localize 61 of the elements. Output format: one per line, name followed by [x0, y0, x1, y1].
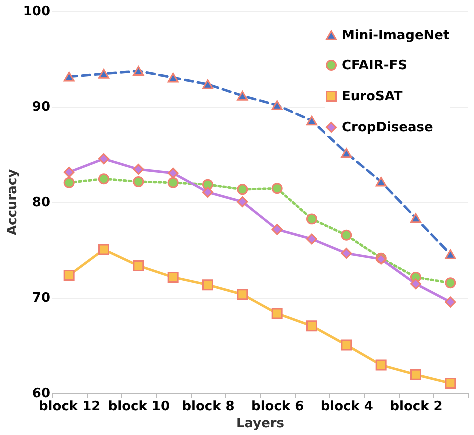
- point: [445, 296, 456, 308]
- point: [64, 177, 75, 188]
- x-tick-label: block 2: [390, 400, 443, 414]
- point: [168, 272, 179, 283]
- point: [168, 72, 179, 83]
- x-tick-label: block 4: [320, 400, 374, 414]
- point: [64, 166, 75, 178]
- point: [237, 289, 248, 300]
- point: [306, 214, 318, 225]
- x-axis-title: Layers: [236, 416, 285, 432]
- point: [410, 278, 422, 290]
- legend-label: EuroSAT: [342, 90, 403, 104]
- point: [341, 230, 352, 241]
- point: [341, 248, 352, 260]
- point: [202, 280, 214, 291]
- y-tick-label: 90: [32, 100, 50, 115]
- point: [202, 80, 214, 90]
- point: [133, 176, 144, 188]
- legend-label: CropDisease: [342, 120, 434, 136]
- point: [98, 244, 110, 256]
- point: [133, 66, 144, 76]
- y-tick-label: 70: [32, 291, 50, 306]
- point: [341, 148, 352, 158]
- point: [64, 270, 75, 282]
- point: [376, 177, 387, 187]
- point: [410, 213, 422, 224]
- point: [341, 340, 352, 351]
- x-tick-label: block 12: [38, 400, 101, 414]
- y-tick-label: 80: [32, 196, 50, 210]
- point: [237, 91, 248, 101]
- point: [168, 168, 179, 179]
- point: [445, 278, 456, 289]
- point: [168, 177, 179, 188]
- point: [133, 164, 144, 176]
- point: [98, 174, 110, 185]
- point: [272, 308, 283, 320]
- x-tick-label: block 6: [252, 400, 304, 414]
- legend-label: CFAIR-FS: [342, 58, 408, 74]
- point: [272, 224, 283, 236]
- x-tick-label: block 10: [108, 400, 170, 414]
- point: [410, 369, 422, 380]
- point: [445, 250, 456, 260]
- y-tick-label: 100: [23, 4, 50, 20]
- point: [272, 100, 283, 110]
- point: [376, 360, 387, 371]
- legend-label: Mini-ImageNet: [342, 28, 450, 44]
- point: [237, 196, 248, 208]
- point: [202, 186, 214, 198]
- point: [272, 183, 283, 194]
- point: [306, 116, 318, 126]
- point: [64, 72, 75, 82]
- point: [306, 234, 318, 245]
- point: [306, 320, 318, 332]
- point: [98, 69, 110, 79]
- point: [445, 378, 456, 389]
- x-tick-label: block 8: [182, 400, 235, 414]
- y-axis-title: Accuracy: [5, 168, 20, 236]
- point: [98, 154, 110, 165]
- y-tick-label: 60: [32, 386, 50, 402]
- point: [237, 184, 248, 196]
- point: [133, 260, 144, 272]
